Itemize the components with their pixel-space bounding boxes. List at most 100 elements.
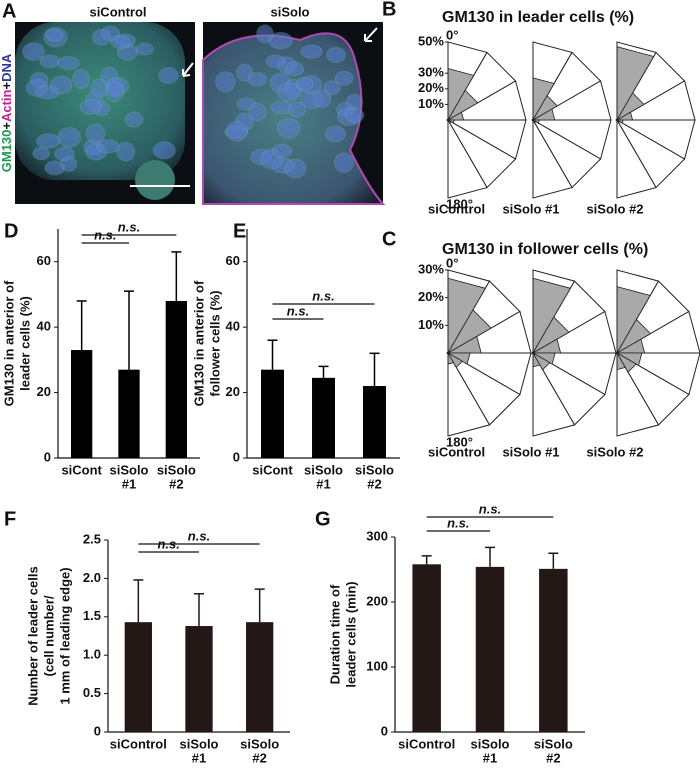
y-tick-label: 20 (37, 384, 51, 399)
y-tick-label: 2.0 (83, 570, 101, 585)
angle-label: 0° (446, 255, 458, 270)
nucleus (60, 155, 78, 172)
x-tick-label: #1 (122, 476, 136, 491)
y-tick-label: 20 (226, 384, 240, 399)
legend-label: siControl (428, 444, 485, 459)
nucleus (110, 35, 131, 50)
nucleus (288, 101, 307, 118)
panel-letter: E (233, 220, 246, 242)
nucleus (247, 72, 267, 87)
significance-label: n.s. (479, 501, 501, 516)
nucleus (344, 107, 365, 124)
nucleus (235, 63, 254, 82)
x-tick-label: #1 (316, 476, 330, 491)
legend-label: siSolo #1 (502, 444, 559, 459)
nucleus (92, 28, 112, 46)
nucleus (277, 82, 302, 102)
sector (446, 111, 465, 121)
channel: DNA (0, 53, 14, 82)
y-tick-label: 0 (44, 449, 51, 464)
y-tick-label: 0.5 (83, 685, 101, 700)
nucleus (135, 42, 154, 56)
nucleus (57, 126, 82, 148)
nucleus (256, 24, 274, 44)
bar (246, 622, 274, 732)
nucleus (226, 120, 248, 142)
nucleus (85, 123, 106, 144)
panel-letter: F (4, 508, 16, 530)
x-tick-label: #2 (169, 476, 183, 491)
y-tick-label: 2.5 (83, 531, 101, 546)
nucleus (152, 141, 176, 160)
tick-label: 50% (418, 33, 444, 48)
x-tick-label: siSolo (470, 736, 509, 751)
y-tick-label: 0 (233, 449, 240, 464)
chart-title: GM130 in follower cells (%) (442, 241, 648, 258)
nucleus (334, 70, 354, 86)
x-tick-label: siSolo (109, 462, 148, 477)
nucleus (124, 111, 144, 128)
angle-label: 0° (446, 27, 458, 42)
nucleus (271, 144, 293, 158)
y-axis-label: 1 mm of leading edge) (57, 567, 72, 704)
x-tick-label: #2 (367, 476, 381, 491)
sector (446, 89, 479, 122)
nucleus (284, 158, 307, 179)
x-tick-label: siSolo (534, 736, 573, 751)
tick-label: 10% (418, 96, 444, 111)
y-axis-label: Number of leader cells (25, 566, 40, 705)
x-tick-label: #1 (192, 750, 206, 765)
nucleus (29, 72, 49, 88)
chart-title: GM130 in leader cells (%) (442, 9, 634, 26)
nucleus (333, 152, 354, 174)
bar (312, 377, 335, 458)
x-tick-label: siCont (61, 462, 102, 477)
bar (185, 626, 213, 732)
y-tick-label: 300 (366, 528, 388, 543)
cell-cluster (135, 160, 175, 200)
x-tick-label: siCont (252, 462, 293, 477)
nucleus (72, 68, 90, 90)
nucleus (158, 67, 179, 84)
nucleus (90, 78, 108, 98)
nucleus (56, 56, 80, 71)
significance-label: n.s. (188, 528, 210, 543)
y-tick-label: 60 (37, 253, 51, 268)
bar (261, 369, 284, 458)
channel: GM130 (0, 130, 14, 173)
x-tick-label: siSolo (304, 462, 343, 477)
tick-label: 30% (418, 261, 444, 276)
y-axis-label: (cell number/ (41, 595, 56, 676)
channel: + (0, 82, 14, 90)
legend-label: siSolo #1 (502, 201, 559, 216)
y-tick-label: 0 (94, 723, 101, 738)
tick-label: 30% (418, 65, 444, 80)
bar (165, 300, 187, 458)
x-tick-label: siSolo (179, 736, 218, 751)
nucleus (323, 80, 341, 96)
y-tick-label: 60 (226, 253, 240, 268)
nucleus (116, 141, 136, 162)
legend-label: siSolo #2 (586, 444, 643, 459)
y-tick-label: 40 (226, 319, 240, 334)
nucleus (45, 28, 64, 42)
x-tick-label: #2 (252, 750, 266, 765)
x-tick-label: siControl (110, 736, 167, 751)
y-tick-label: 1.0 (83, 647, 101, 662)
y-axis-label: Duration time of (327, 584, 342, 684)
bar (71, 350, 93, 458)
nucleus (324, 125, 346, 143)
nucleus (295, 76, 314, 91)
y-axis-label: GM130 in anterior of (191, 280, 206, 406)
legend-label: siControl (428, 201, 485, 216)
arrow (182, 62, 194, 77)
arrow (364, 27, 378, 42)
nucleus (284, 61, 305, 77)
significance-label: n.s. (118, 219, 140, 234)
nucleus (49, 75, 73, 95)
nucleus (106, 81, 124, 103)
bar (412, 564, 441, 732)
nucleus (265, 54, 286, 68)
